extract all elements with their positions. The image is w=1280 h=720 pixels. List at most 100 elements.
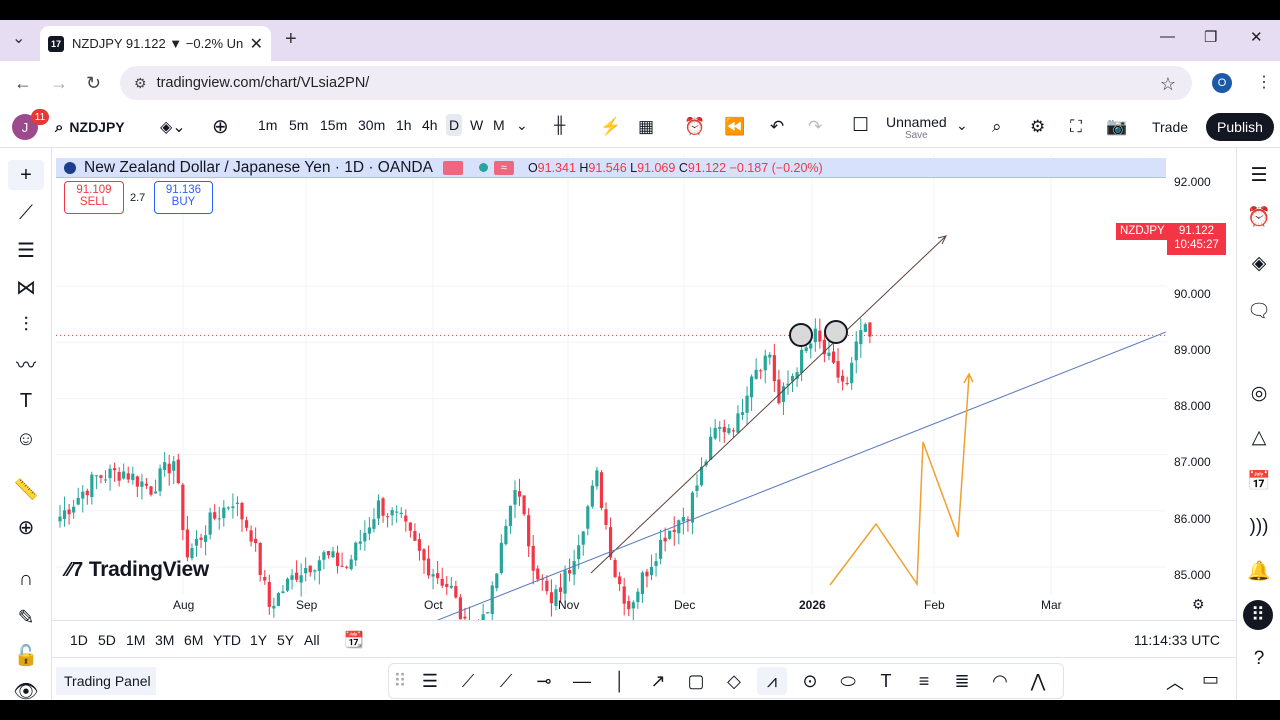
text-icon[interactable]: T [880, 670, 892, 691]
tab-search-chevron-icon[interactable]: ⌄ [12, 30, 26, 47]
timeframe-d[interactable]: D [446, 114, 463, 136]
data-wave-icon[interactable]: ≈ [493, 160, 514, 175]
lock-icon[interactable]: 🔓 [13, 644, 39, 667]
lock-drawing-icon[interactable]: ✎ [17, 606, 35, 629]
range-ytd[interactable]: YTD [213, 632, 241, 648]
fullscreen-icon[interactable]: ⛶ [1070, 117, 1082, 136]
ellipse-icon[interactable]: ⬭ [840, 670, 856, 691]
range-all[interactable]: All [304, 632, 320, 648]
diamond-indicator-icon[interactable]: ◈⌄ [160, 119, 186, 136]
restore-icon[interactable]: ❐ [1204, 29, 1218, 46]
timeframe-m[interactable]: M [493, 117, 505, 133]
quick-search-icon[interactable]: ⌕ [992, 117, 1002, 136]
trade-button[interactable]: Trade [1151, 119, 1189, 135]
elliott-wave-icon[interactable]: ⋀ [1030, 670, 1046, 691]
calendar-icon[interactable]: 📅 [1247, 471, 1271, 492]
maximize-panel-icon[interactable]: ▭ [1202, 669, 1220, 689]
browser-menu-icon[interactable]: ⋮ [1256, 74, 1272, 91]
buy-button[interactable]: 91.136 BUY [154, 181, 213, 214]
target-icon[interactable]: ◎ [1250, 382, 1268, 404]
timeframe-w[interactable]: W [470, 117, 484, 133]
horizontal-ray-icon[interactable]: ⊸ [536, 670, 552, 691]
timeframe-30m[interactable]: 30m [358, 117, 386, 133]
rectangle-icon[interactable]: ▢ [687, 670, 705, 691]
broadcast-icon[interactable]: ))) [1249, 516, 1269, 537]
bell-icon[interactable]: 🔔 [1247, 561, 1271, 582]
profile-avatar[interactable]: O [1212, 73, 1232, 93]
alert-add-icon[interactable]: ⏰ [684, 117, 706, 136]
watchlist-icon[interactable]: ☰ [1250, 164, 1268, 186]
timeframe-15m[interactable]: 15m [320, 117, 348, 133]
candles-type-icon[interactable]: ╫ [554, 117, 566, 134]
symbol-search[interactable]: ⌕ NZDJPY [55, 114, 153, 140]
layout-name[interactable]: Unnamed Save [886, 114, 947, 141]
new-tab-icon[interactable]: + [285, 28, 297, 50]
layout-chevron-icon[interactable]: ⌄ [956, 117, 968, 133]
help-icon[interactable]: ? [1253, 648, 1265, 669]
horizontal-line-icon[interactable]: — [573, 670, 591, 691]
layout-square-icon[interactable]: ☐ [852, 115, 870, 136]
apps-grid-icon[interactable]: ⠿ [1243, 600, 1273, 630]
rotated-rect-icon[interactable]: ◇ [727, 670, 741, 691]
templates-icon[interactable]: ▦ [638, 117, 655, 136]
arc-icon[interactable]: ◠ [992, 670, 1008, 691]
ruler-icon[interactable]: 📏 [13, 478, 39, 501]
snapshot-camera-icon[interactable]: 📷 [1106, 117, 1128, 136]
range-6m[interactable]: 6M [184, 632, 204, 648]
indicators-icon[interactable]: ⚡ [600, 117, 622, 136]
text-tool-icon[interactable]: T [19, 389, 33, 412]
range-5y[interactable]: 5Y [277, 632, 295, 648]
collapse-panel-icon[interactable]: ︿ [1166, 673, 1184, 693]
circle-icon[interactable]: ⊙ [802, 670, 818, 691]
undo-icon[interactable]: ↶ [770, 117, 785, 136]
price-chart[interactable] [56, 154, 1166, 620]
redo-icon[interactable]: ↷ [808, 117, 823, 136]
zoom-in-icon[interactable]: ⊕ [17, 516, 35, 539]
magnet-icon[interactable]: ∩ [18, 567, 34, 590]
close-tab-icon[interactable]: ✕ [249, 35, 263, 53]
omnibox[interactable]: ⚙ tradingview.com/chart/VLsia2PN/ ☆ [120, 66, 1192, 100]
back-icon[interactable]: ← [14, 73, 32, 93]
lines-tool-icon[interactable]: ☰ [421, 670, 439, 691]
timeframe-1m[interactable]: 1m [258, 117, 278, 133]
trading-panel-tab[interactable]: Trading Panel [56, 667, 156, 695]
path-icon[interactable]: ⩘ [757, 667, 787, 695]
chat-icon[interactable]: 🗨 [1246, 301, 1272, 322]
site-info-icon[interactable]: ⚙ [134, 74, 147, 91]
drag-handle-icon[interactable]: ⠿ [393, 670, 407, 691]
arrow-icon[interactable]: ↗ [650, 670, 666, 691]
reload-icon[interactable]: ↻ [86, 73, 102, 93]
fib-extension-icon[interactable]: ≣ [954, 670, 970, 691]
layers-icon[interactable]: ◈ [1251, 252, 1267, 274]
settings-gear-icon[interactable]: ⚙ [1030, 117, 1046, 136]
pattern-tool-icon[interactable]: ⋈ [16, 276, 36, 299]
ray-icon[interactable]: ⟋ [499, 670, 513, 691]
range-1d[interactable]: 1D [70, 632, 88, 648]
minimize-icon[interactable]: — [1160, 28, 1175, 45]
range-3m[interactable]: 3M [155, 632, 175, 648]
flag-marker-icon[interactable] [442, 160, 463, 175]
triangle-icon[interactable]: △ [1251, 426, 1267, 448]
utc-clock[interactable]: 11:14:33 UTC [1133, 632, 1220, 648]
timeframe-4h[interactable]: 4h [422, 117, 438, 133]
eye-icon[interactable]: 👁 [13, 680, 39, 703]
replay-icon[interactable]: ⏪ [724, 117, 746, 136]
timeframe-chevron-icon[interactable]: ⌄ [516, 117, 528, 133]
trendline-tool-icon[interactable]: ⟋ [19, 201, 33, 224]
timeframe-1h[interactable]: 1h [396, 117, 412, 133]
alarm-clock-icon[interactable]: ⏰ [1247, 207, 1271, 228]
fib-tool-icon[interactable]: ☰ [17, 239, 35, 262]
browser-tab[interactable]: 17 NZDJPY 91.122 ▼ −0.2% Unnamed ✕ [40, 26, 271, 61]
goto-date-icon[interactable]: 📆 [344, 632, 364, 649]
fib-retracement-icon[interactable]: ≡ [918, 670, 930, 691]
range-1m[interactable]: 1M [126, 632, 146, 648]
crosshair-icon[interactable]: + [8, 160, 44, 190]
brush-tool-icon[interactable]: 〰 [16, 354, 36, 377]
range-5d[interactable]: 5D [98, 632, 116, 648]
publish-button[interactable]: Publish [1206, 113, 1274, 141]
close-window-icon[interactable]: ✕ [1250, 29, 1263, 46]
emoji-tool-icon[interactable]: ☺ [15, 427, 37, 450]
bookmark-star-icon[interactable]: ☆ [1159, 74, 1176, 94]
timeframe-5m[interactable]: 5m [289, 117, 309, 133]
sell-button[interactable]: 91.109 SELL [64, 181, 124, 214]
